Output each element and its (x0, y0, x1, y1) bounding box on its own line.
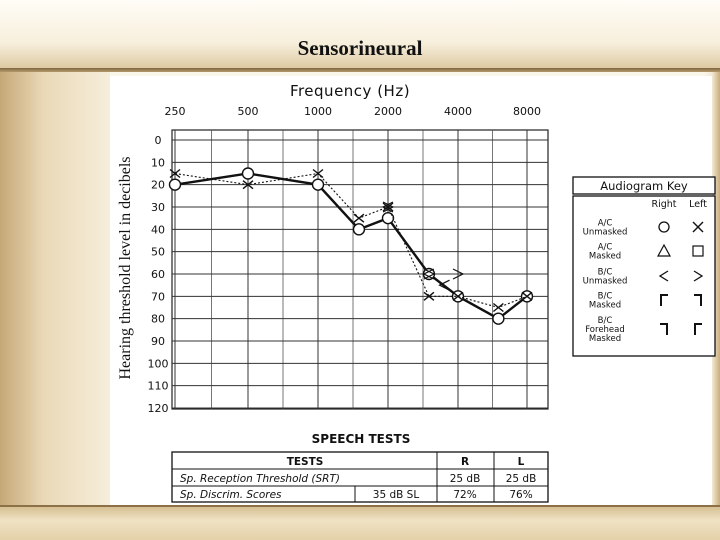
key-row-label: B/C (598, 316, 613, 326)
triangle-icon (656, 243, 672, 257)
data-point-x (521, 291, 533, 301)
speech-tests-heading: SPEECH TESTS (312, 432, 411, 446)
key-row-label: Masked (589, 301, 621, 311)
key-row-label: Forehead (585, 325, 625, 335)
data-point-x (353, 213, 365, 223)
slide-left-margin (0, 72, 110, 506)
data-point-less-than (422, 268, 435, 280)
footer-divider (0, 505, 720, 508)
circle-icon (658, 221, 670, 233)
slide-header-band (0, 0, 720, 72)
data-point-x-stroke (521, 291, 533, 301)
y-tick-label: 90 (151, 335, 165, 348)
y-tick-label: 0 (155, 134, 162, 147)
right-bracket-icon (694, 294, 702, 306)
y-tick-label: 100 (148, 357, 169, 370)
y-tick-label: 10 (151, 156, 165, 169)
y-axis-label: Hearing threshold level in decibels (117, 156, 134, 379)
x-tick-label: 500 (238, 105, 259, 118)
data-point-circle (241, 167, 255, 180)
data-point-x-stroke (169, 168, 181, 179)
data-point-x (312, 168, 324, 179)
y-tick-label: 80 (151, 313, 165, 326)
speech-tests-table (171, 451, 549, 503)
data-point-x (169, 168, 181, 179)
table-row-right-value: 25 dB (450, 473, 481, 485)
table-row-label: Sp. Reception Threshold (SRT) (180, 473, 340, 485)
y-tick-label: 120 (148, 402, 169, 415)
left-bracket-icon (660, 294, 668, 306)
data-point-x (242, 180, 254, 190)
x-tick-label: 8000 (513, 105, 541, 118)
y-tick-label: 50 (151, 246, 165, 259)
data-point-x-stroke (242, 180, 254, 190)
data-point-x-stroke (423, 291, 435, 301)
plot-frame (171, 129, 549, 410)
table-row-extra: 35 dB SL (373, 489, 420, 501)
key-body-box (572, 195, 716, 357)
data-point-circle (352, 223, 366, 236)
data-point-circle (311, 178, 325, 191)
y-tick-label: 40 (151, 223, 165, 236)
x-icon (692, 221, 704, 233)
y-tick-label: 20 (151, 179, 165, 192)
key-column-left: Left (689, 199, 707, 210)
data-point-x-stroke (452, 291, 464, 301)
key-title: Audiogram Key (600, 179, 688, 193)
header-divider (0, 68, 720, 72)
series-line-left (174, 172, 528, 309)
data-point-x-stroke (353, 213, 365, 223)
x-tick-label: 1000 (304, 105, 332, 118)
key-column-right: Right (651, 199, 676, 210)
table-row-label: Sp. Discrim. Scores (180, 489, 282, 501)
y-tick-label: 30 (151, 201, 165, 214)
table-header-l: L (518, 456, 525, 468)
data-point-less-than (438, 279, 450, 291)
chart-title: Frequency (Hz) (290, 82, 410, 100)
data-point-x (423, 291, 435, 301)
key-row-label: B/C (598, 292, 613, 302)
data-point-circle (492, 312, 505, 325)
data-point-x (492, 302, 504, 313)
key-row-label: Unmasked (583, 277, 628, 287)
key-title-box (572, 176, 716, 195)
x-tick-label: 4000 (444, 105, 472, 118)
y-tick-label: 60 (151, 268, 165, 281)
slide-footer-band (0, 507, 720, 540)
key-row-label: Masked (589, 252, 621, 262)
left-bracket-icon (694, 323, 702, 335)
data-point-less-than (381, 201, 394, 213)
slide-title: Sensorineural (297, 36, 423, 60)
data-point-x (382, 202, 394, 212)
greater-than-icon (693, 270, 704, 282)
x-tick-label: 2000 (374, 105, 402, 118)
right-bracket-icon (660, 323, 668, 335)
series-line-right (174, 172, 528, 321)
data-point-x (452, 291, 464, 301)
key-row-label: A/C (598, 219, 613, 229)
x-tick-label: 250 (165, 105, 186, 118)
data-point-greater-than (452, 268, 465, 280)
table-header-tests: TESTS (287, 456, 324, 468)
key-row-label: A/C (598, 243, 613, 253)
y-tick-label: 70 (151, 290, 165, 303)
data-point-greater-than (382, 201, 395, 213)
data-point-greater-than (423, 268, 436, 280)
table-row-left-value: 76% (509, 489, 532, 501)
y-tick-label: 110 (148, 380, 169, 393)
table-header-r: R (461, 456, 469, 468)
data-point-x-stroke (312, 168, 324, 179)
key-row-label: B/C (598, 268, 613, 278)
table-row-right-value: 72% (453, 489, 476, 501)
data-point-circle (168, 178, 182, 191)
table-row-left-value: 25 dB (506, 473, 537, 485)
key-row-label: Unmasked (583, 228, 628, 238)
key-row-label: Masked (589, 334, 621, 344)
data-point-x-stroke (492, 302, 504, 313)
square-icon (692, 245, 704, 257)
x-icon-stroke (692, 221, 704, 233)
less-than-icon (658, 270, 669, 282)
data-point-x-stroke (382, 202, 394, 212)
